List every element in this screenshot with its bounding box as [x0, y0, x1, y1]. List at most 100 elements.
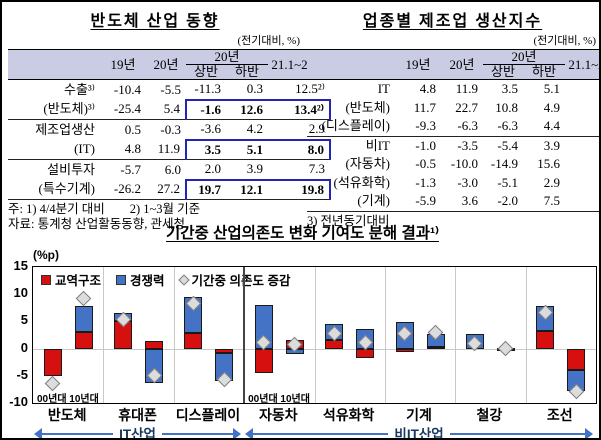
table-row: (IT) 4.8 11.9 3.5 5.1 8.0 [8, 138, 331, 160]
row-label: (특수기계) [8, 179, 100, 200]
row-label: (반도체)³⁾ [8, 99, 100, 120]
cell-value: 4.2 [246, 121, 263, 136]
cell-value: 6.0 [164, 161, 181, 177]
chart-plot-area: 교역구조 경쟁력 기간중 의존도 증감 00년대 10년대 00년대 10년대 [32, 266, 597, 405]
right-col-20: 20년 [441, 49, 483, 80]
cell-value: 10.8 [495, 99, 518, 115]
cell-value: 3.9 [543, 137, 560, 153]
category-separator-line [173, 267, 175, 403]
category-separator-line [525, 267, 527, 403]
cell-value: -1.0 [415, 137, 436, 153]
table-row: 수출³⁾ -10.4 -5.5 -11.3 0.3 12.5²⁾ [8, 80, 330, 100]
cell-value: -5.4 [497, 137, 518, 153]
left-col-blank [8, 49, 100, 80]
cell-value: -9.3 [395, 117, 441, 137]
category-label: 반도체 [47, 407, 87, 423]
cell-value: 12.1 [226, 178, 268, 200]
table-note: 주: 1) 4/4분기 대비 2) 1~3월 기준 [8, 202, 201, 216]
legend-label: 경쟁력 [130, 274, 165, 288]
cell-value: 12.6 [226, 98, 268, 120]
legend-label: 기간중 의존도 증감 [191, 274, 291, 288]
cell-value: -3.0 [457, 174, 478, 190]
cell-value: -5.5 [160, 81, 181, 97]
table-row: (석유화학) -1.3 -3.0 -5.1 2.9 2.0 [307, 174, 599, 193]
table-row: IT 4.8 11.9 3.5 5.1 8.0 [307, 80, 599, 99]
cell-value: -1.3 [415, 174, 436, 190]
cell-value: -3.5 [457, 137, 478, 153]
category-label: 디스플레이 [175, 407, 241, 423]
right-table-notes: 3) 전년동기대비 [307, 214, 598, 229]
arrow-left-icon [34, 428, 42, 438]
bar-trade-structure [43, 348, 62, 376]
cell-value: 3.5 [501, 81, 518, 96]
legend-label: 교역구조 [55, 274, 102, 288]
legend-item: 기간중 의존도 증감 [177, 270, 291, 289]
row-label: (반도체) [345, 99, 390, 115]
y-tick-label: 5 [20, 312, 28, 328]
legend-square-icon [41, 274, 51, 285]
decade-axis-label: 00년대 10년대 [37, 394, 99, 405]
table-row: (특수기계) -26.2 27.2 19.7 12.1 19.8 [8, 178, 331, 200]
chart-unit-label: (%p) [33, 248, 59, 262]
right-table: 19년 20년 20년 21.1~2월¹⁾ 상반 하반 IT 4.8 11.9 3.5… [307, 49, 599, 212]
bar-trade-structure [254, 348, 273, 374]
cell-value: 5.4 [146, 99, 186, 120]
cell-value: 4.8 [100, 139, 146, 160]
cell-value: 4.4 [523, 117, 565, 137]
cell-value: 5.1 [226, 138, 268, 160]
cell-value: 3.5 [185, 138, 226, 160]
cell-value: -0.5 [415, 156, 436, 171]
cell-value: 13.7 [565, 99, 599, 118]
cell-value: 19.7 [185, 178, 226, 200]
category-label: 석유화학 [322, 407, 375, 423]
arrow-left-icon [245, 428, 254, 438]
left-table-notes: 주: 1) 4/4분기 대비 2) 1~3월 기준 자료: 통계청 산업활동동향,… [8, 202, 302, 232]
cell-value: 8.0 [565, 80, 599, 99]
dependence-change-diamond [75, 290, 92, 307]
y-tick-label: -10 [9, 394, 28, 409]
right-table-unit: (전기대비, %) [533, 35, 596, 47]
bar-trade-structure [145, 340, 164, 349]
y-tick-label: -5 [16, 366, 28, 382]
chart-title: 기간중 산업의존도 변화 기여도 분해 결과¹⁾ [166, 225, 439, 242]
table-row: (디스플레이)-9.3-6.3-6.34.4-5.7 [307, 117, 599, 137]
cell-value: -5.9 [395, 192, 441, 212]
row-label: IT [377, 81, 390, 96]
table-row: (반도체)³⁾ -25.4 5.4 -1.6 12.6 13.4²⁾ [8, 98, 331, 120]
group-label: IT산업 [34, 426, 241, 438]
category-label: 철강 [476, 407, 503, 423]
category-label: 기계 [406, 407, 432, 423]
legend-square-icon [116, 274, 127, 285]
category-separator-line [384, 267, 386, 403]
legend-diamond-icon [177, 273, 190, 286]
cell-value: -3.6 [200, 121, 221, 136]
table-row: 제조업생산 0.5 -0.3 -3.6 4.2 2.9 [8, 120, 330, 140]
semiconductor-trend-table: 반도체 산업 동향 (전기대비, %) 19년 20년 20년 21.1~2월¹… [8, 7, 331, 232]
cell-value: -5.7 [565, 117, 599, 137]
category-label: 휴대폰 [118, 407, 157, 423]
arrow-right-icon [585, 428, 593, 438]
row-label: (자동차) [345, 156, 390, 171]
cell-value: 4.8 [419, 81, 436, 96]
cell-value: -6.3 [441, 117, 483, 137]
row-label: (기계) [307, 192, 395, 212]
left-col-half1: 상반 [186, 64, 226, 80]
group-label-text: IT산업 [113, 427, 162, 438]
it-nonit-divider [243, 267, 246, 403]
row-label: 수출³⁾ [63, 81, 95, 97]
left-table-unit: (전기대비, %) [237, 35, 300, 47]
cell-value: -25.4 [100, 99, 146, 120]
cell-value: 22.7 [455, 99, 478, 115]
cell-value: 11.7 [413, 99, 436, 115]
bar-trade-structure [74, 332, 93, 349]
left-col-20: 20년 [146, 49, 186, 80]
category-separator-line [103, 267, 105, 403]
cell-value: 2.3 [565, 192, 599, 212]
cell-value: 11.9 [455, 81, 478, 96]
row-label: 설비투자 [47, 161, 95, 177]
cell-value: 1.6 [565, 136, 599, 155]
cell-value: 27.2 [146, 179, 186, 200]
right-table-title: 업종별 제조업 생산지수 [362, 13, 543, 30]
table-row: 설비투자 -5.7 6.0 2.0 3.9 7.3 [8, 160, 330, 180]
cell-value: -10.0 [450, 156, 478, 171]
